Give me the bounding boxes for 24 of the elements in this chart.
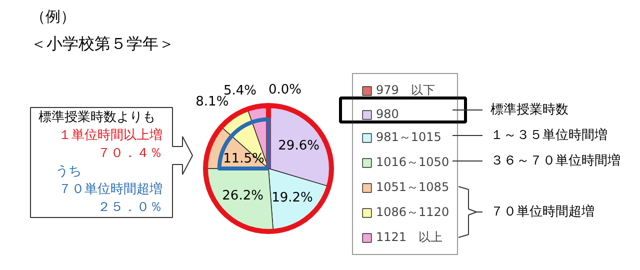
- data-label: 8.1%: [196, 94, 229, 110]
- text: １単位時間以上増: [58, 127, 162, 143]
- legend-label: 1051～1085: [376, 179, 450, 196]
- legend-label: 1016～1050: [376, 154, 450, 171]
- text: ７０．４％: [98, 146, 162, 161]
- text: 0.0%: [268, 82, 302, 98]
- text: 標準授業時数よりも: [38, 110, 156, 125]
- text: 標準授業時数: [490, 102, 568, 118]
- legend-label: 979 以下: [376, 82, 435, 99]
- legend-label: 1121 以上: [376, 229, 443, 246]
- text: （例）: [30, 8, 76, 26]
- text: ７０単位時間超増: [58, 181, 162, 197]
- data-label: 29.6%: [278, 138, 320, 154]
- data-label: 26.2%: [222, 188, 264, 204]
- data-label: 19.2%: [272, 190, 313, 206]
- text: うち: [56, 164, 82, 179]
- text: １～３５単位時間増: [490, 127, 608, 143]
- chart-subtitle: ＜小学校第５学年＞: [30, 34, 174, 53]
- legend-label: 981～1015: [376, 129, 442, 146]
- text: ２５．０％: [98, 200, 162, 215]
- text: ７０単位時間超増: [490, 204, 594, 220]
- text: ３６～７０単位時間増: [490, 152, 620, 168]
- legend-label: 980: [376, 107, 399, 121]
- legend-label: 1086～1120: [376, 204, 450, 221]
